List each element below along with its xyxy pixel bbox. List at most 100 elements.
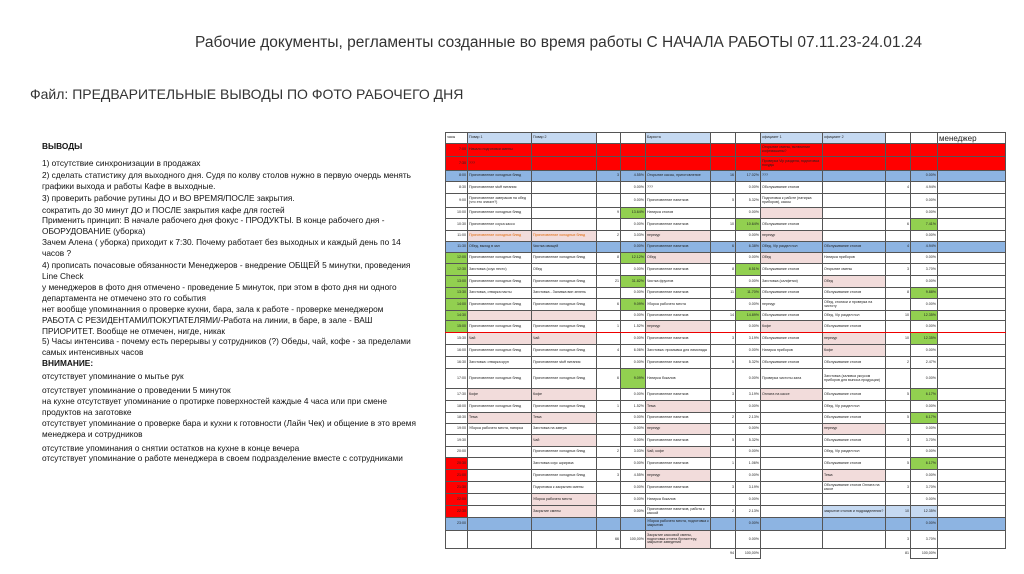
cell-c5: Обслуживание столов: [822, 388, 886, 401]
cell-m: [937, 287, 1006, 299]
cell-c5: [822, 207, 886, 219]
table-row: 14:30 0.00% Приготовление напитков 14 14.89%…: [445, 310, 1006, 321]
cell-p1: 1.52%: [620, 400, 646, 413]
cell-n1: [596, 388, 621, 401]
total-c4: [761, 549, 823, 559]
cell-c1: Приготовление холодных блюд: [467, 170, 532, 182]
cell-c3: Приготовление напитков: [645, 481, 711, 494]
cell-p1: 6.06%: [620, 344, 646, 357]
cell-t: 18:30: [445, 412, 468, 424]
cell-c2: Заготовка соус шрирача: [531, 457, 597, 470]
cell-t: 8:00: [445, 170, 468, 182]
table-row: 18:30 Тема Тема 0.00% Приготовление напитков…: [445, 412, 1006, 424]
cell-n3: 10: [885, 310, 911, 321]
cell-c2: Обед: [531, 263, 597, 276]
cell-p2: 0.00%: [735, 423, 761, 435]
cell-c5: Обслуживание столов: [822, 287, 886, 299]
cell-n2: 14: [710, 310, 736, 321]
cell-c2: Приготовление холодных блюд: [531, 344, 597, 357]
cell-p1: 0.00%: [620, 263, 646, 276]
cell-p1: 13.64%: [620, 207, 646, 219]
cell-c2: [531, 530, 597, 549]
cell-n2: 16: [710, 170, 736, 182]
cell-t: 21:30: [445, 481, 468, 494]
cell-c4: [760, 481, 823, 494]
cell-p3: 12.35%: [910, 332, 938, 345]
cell-m: [937, 263, 1006, 276]
cell-c5: [822, 170, 886, 182]
cell-c5: Обслуживание столов: [822, 457, 886, 470]
cell-m: [937, 446, 1006, 458]
cell-c2: Приготовление холодных блюд: [531, 320, 597, 333]
cell-m: [937, 193, 1006, 208]
table-row: 8:30 Приготовление stuff питания 0.00%??? 0…: [445, 181, 1006, 194]
cell-p3: 6.17%: [910, 412, 938, 424]
cell-t: 9:00: [445, 193, 468, 208]
cell-c2: Чай: [531, 434, 597, 447]
cell-n2: [710, 320, 736, 333]
cell-m: [937, 143, 1006, 157]
cell-m: [937, 241, 1006, 253]
cell-c3: Закрытие кассовой смены, подготовка отче…: [645, 530, 711, 549]
cell-p3: [910, 156, 938, 171]
cell-c5: [822, 530, 886, 549]
cell-c3: Натирка бокалов: [645, 368, 711, 389]
cell-c2: Приготовление холодных блюд: [531, 252, 597, 264]
cell-c3: Уборка рабочего места, подготовка к закр…: [645, 517, 711, 531]
cell-p3: 0.00%: [910, 423, 938, 435]
cell-c2: [531, 517, 597, 531]
note-line: 3) проверить рабочие рутины ДО и ВО ВРЕМ…: [42, 192, 295, 203]
cell-c4: Оплата на кассе: [760, 388, 823, 401]
cell-p1: 0.00%: [620, 481, 646, 494]
cell-n3: [885, 344, 911, 357]
cell-c4: Обслуживание столов: [760, 332, 823, 345]
cell-p2: 0.00%: [735, 469, 761, 482]
cell-p2: 10.64%: [735, 218, 761, 231]
cell-n2: 10: [710, 218, 736, 231]
cell-m: [937, 505, 1006, 518]
cell-p3: 0.00%: [910, 230, 938, 242]
cell-p2: 0.00%: [735, 400, 761, 413]
file-subtitle: Файл: ПРЕДВАРИТЕЛЬНЫЕ ВЫВОДЫ ПО ФОТО РАБ…: [30, 86, 464, 102]
cell-c3: [645, 156, 711, 171]
cell-c3: [645, 143, 711, 157]
cell-c3: перекур: [645, 320, 711, 333]
cell-p3: 0.00%: [910, 193, 938, 208]
cell-p1: 9.09%: [620, 298, 646, 311]
cell-p3: 0.00%: [910, 170, 938, 182]
cell-c1: Приготовление холодных блюд: [467, 320, 532, 333]
cell-c3: Приготовление напитков, работа с кассой: [645, 505, 711, 518]
cell-n1: 21: [596, 275, 621, 288]
cell-p3: 0.00%: [910, 400, 938, 413]
cell-c5: Обед, Vip раздел пол: [822, 446, 886, 458]
cell-n1: [596, 193, 621, 208]
cell-p3: 12.35%: [910, 310, 938, 321]
cell-m: [937, 332, 1006, 345]
cell-t: 17:30: [445, 388, 468, 401]
cell-c5: Открытие смены: [822, 263, 886, 276]
cell-c5: [822, 181, 886, 194]
header-c5: официант 2: [822, 132, 886, 144]
table-row: 66 100,00% Закрытие кассовой смены, подгот…: [445, 530, 1006, 549]
total-m: [938, 549, 1006, 559]
cell-p3: 0.00%: [910, 320, 938, 333]
cell-c1: Приготовление холодных блюд: [467, 207, 532, 219]
cell-n1: [596, 493, 621, 506]
table-row: 11:30 Обед, выход в зал Чистка овощей 0.00%…: [445, 241, 1006, 253]
cell-n2: [710, 517, 736, 531]
note-line: на кухне отсутствует упоминание о протир…: [42, 395, 387, 417]
cell-c1: Приготовление соуса кассо: [467, 218, 532, 231]
cell-c1: [467, 481, 532, 494]
cell-c4: [760, 423, 823, 435]
cell-t: 20:00: [445, 446, 468, 458]
cell-p1: 0.00%: [620, 412, 646, 424]
cell-n2: [710, 275, 736, 288]
cell-p2: 3.19%: [735, 332, 761, 345]
cell-c1: [467, 505, 532, 518]
table-row: 9:00 Приготовление завтраков на обед (что…: [445, 193, 1006, 208]
conclusions-heading: ВЫВОДЫ: [42, 141, 83, 151]
cell-p3: 0.00%: [910, 344, 938, 357]
cell-c1: Приготовление холодных блюд: [467, 230, 532, 242]
cell-p1: 0.00%: [620, 193, 646, 208]
cell-n1: [596, 517, 621, 531]
